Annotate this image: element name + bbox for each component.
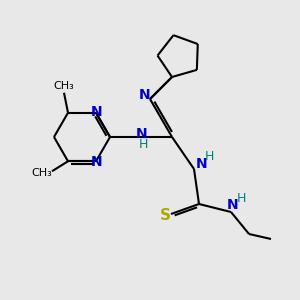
- Text: H: H: [236, 193, 246, 206]
- Text: N: N: [136, 127, 148, 141]
- Text: N: N: [196, 157, 208, 171]
- Text: N: N: [227, 198, 239, 212]
- Text: S: S: [160, 208, 170, 223]
- Text: N: N: [139, 88, 151, 102]
- Text: N: N: [91, 105, 103, 119]
- Text: CH₃: CH₃: [32, 168, 52, 178]
- Text: H: H: [204, 151, 214, 164]
- Text: N: N: [91, 155, 103, 169]
- Text: CH₃: CH₃: [54, 81, 74, 91]
- Text: H: H: [138, 139, 148, 152]
